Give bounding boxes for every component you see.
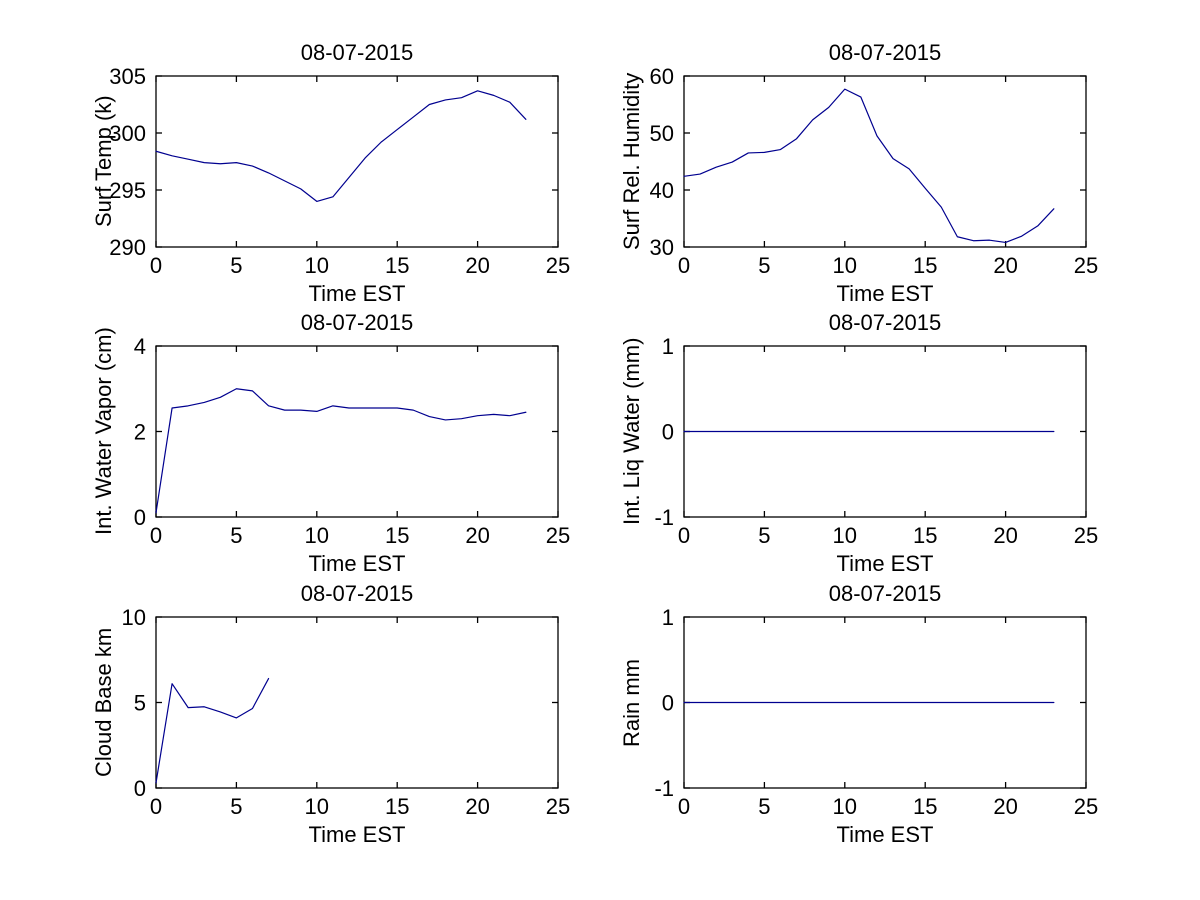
y-axis-label: Surf Temp (k) <box>91 95 116 228</box>
svg-text:30: 30 <box>650 235 674 260</box>
svg-text:15: 15 <box>385 794 409 819</box>
svg-text:295: 295 <box>109 178 146 203</box>
svg-text:15: 15 <box>385 253 409 278</box>
svg-text:10: 10 <box>833 253 857 278</box>
svg-text:10: 10 <box>305 253 329 278</box>
x-axis-label: Time EST <box>308 551 406 576</box>
svg-text:0: 0 <box>150 794 162 819</box>
svg-text:0: 0 <box>662 420 674 445</box>
svg-text:0: 0 <box>134 505 146 530</box>
svg-text:-1: -1 <box>654 505 674 530</box>
subplot-liq-water: 08-07-2015 Int. Liq Water (mm) 0 5 10 15 20 2… <box>619 311 1098 576</box>
plot-area-rain: 0 5 10 15 20 25-101 <box>654 605 1098 819</box>
svg-text:-1: -1 <box>654 776 674 801</box>
y-axis-label: Cloud Base km <box>91 627 116 778</box>
x-axis-label: Time EST <box>836 551 934 576</box>
subplot-surf-temp: 08-07-2015 Surf Temp (k) 0 5 10 15 20 25 290 29… <box>91 41 570 306</box>
svg-text:300: 300 <box>109 121 146 146</box>
svg-text:10: 10 <box>122 605 146 630</box>
svg-text:25: 25 <box>1074 253 1098 278</box>
svg-text:5: 5 <box>758 794 770 819</box>
svg-text:20: 20 <box>465 794 489 819</box>
svg-text:20: 20 <box>993 794 1017 819</box>
svg-text:0: 0 <box>134 776 146 801</box>
plot-title: 08-07-2015 <box>300 581 414 606</box>
svg-text:5: 5 <box>758 253 770 278</box>
y-axis-label: Int. Liq Water (mm) <box>619 337 644 526</box>
svg-text:50: 50 <box>650 121 674 146</box>
svg-text:305: 305 <box>109 64 146 89</box>
plot-area-liq-water: 0 5 10 15 20 25-101 <box>654 334 1098 548</box>
subplot-rel-humidity: 08-07-2015 Surf Rel. Humidity 0 5 10 15 20 25… <box>619 41 1099 306</box>
svg-text:5: 5 <box>230 794 242 819</box>
svg-text:20: 20 <box>993 523 1017 548</box>
svg-text:20: 20 <box>993 253 1017 278</box>
svg-text:4: 4 <box>134 334 146 359</box>
subplot-rain: 08-07-2015 Rain mm 0 5 10 15 20 25 -1 0 1 Time E… <box>619 582 1098 847</box>
plot-area-surf-temp: 0 5 10 15 20 25 290 295 300 305 <box>109 64 570 278</box>
svg-text:15: 15 <box>385 523 409 548</box>
svg-text:10: 10 <box>833 523 857 548</box>
svg-text:20: 20 <box>465 523 489 548</box>
svg-text:10: 10 <box>833 794 857 819</box>
plot-title: 08-07-2015 <box>828 40 942 65</box>
subplot-water-vapor: 08-07-2015 Int. Water Vapor (cm) 0 5 10 15 2… <box>91 311 570 576</box>
plot-title: 08-07-2015 <box>300 310 414 335</box>
subplot-cloud-base: 08-07-2015 Cloud Base km 0 5 10 15 20 25 0 5 10 … <box>91 582 571 847</box>
svg-text:5: 5 <box>758 523 770 548</box>
svg-text:1: 1 <box>662 605 674 630</box>
svg-text:25: 25 <box>1074 523 1098 548</box>
y-axis-label: Surf Rel. Humidity <box>619 72 644 251</box>
svg-text:40: 40 <box>650 178 674 203</box>
svg-text:0: 0 <box>662 691 674 716</box>
svg-text:15: 15 <box>913 253 937 278</box>
svg-text:10: 10 <box>305 523 329 548</box>
svg-text:0: 0 <box>678 794 690 819</box>
svg-text:0: 0 <box>678 523 690 548</box>
x-axis-label: Time EST <box>308 822 406 847</box>
svg-text:25: 25 <box>546 794 570 819</box>
svg-text:10: 10 <box>305 794 329 819</box>
svg-text:25: 25 <box>546 523 570 548</box>
svg-text:5: 5 <box>230 523 242 548</box>
plot-title: 08-07-2015 <box>828 310 942 335</box>
plot-title: 08-07-2015 <box>828 581 942 606</box>
svg-text:5: 5 <box>230 253 242 278</box>
svg-text:25: 25 <box>546 253 570 278</box>
svg-text:2: 2 <box>134 420 146 445</box>
svg-text:20: 20 <box>465 253 489 278</box>
svg-text:0: 0 <box>150 253 162 278</box>
svg-text:60: 60 <box>650 64 674 89</box>
svg-text:5: 5 <box>134 691 146 716</box>
y-axis-label: Rain mm <box>619 658 644 747</box>
x-axis-label: Time EST <box>836 822 934 847</box>
svg-text:0: 0 <box>678 253 690 278</box>
plot-area-rel-humidity: 0 5 10 15 20 25 30 40 50 60 <box>650 64 1099 278</box>
x-axis-label: Time EST <box>308 281 406 306</box>
svg-text:1: 1 <box>662 334 674 359</box>
plot-area-water-vapor: 0 5 10 15 20 25 0 2 4 <box>134 334 570 548</box>
svg-text:290: 290 <box>109 235 146 260</box>
y-axis-label: Int. Water Vapor (cm) <box>91 327 116 536</box>
svg-text:0: 0 <box>150 523 162 548</box>
svg-text:15: 15 <box>913 794 937 819</box>
svg-text:15: 15 <box>913 523 937 548</box>
plot-area-cloud-base: 0 5 10 15 20 25 0 5 10 <box>122 605 571 819</box>
x-axis-label: Time EST <box>836 281 934 306</box>
plot-title: 08-07-2015 <box>300 40 414 65</box>
svg-text:25: 25 <box>1074 794 1098 819</box>
